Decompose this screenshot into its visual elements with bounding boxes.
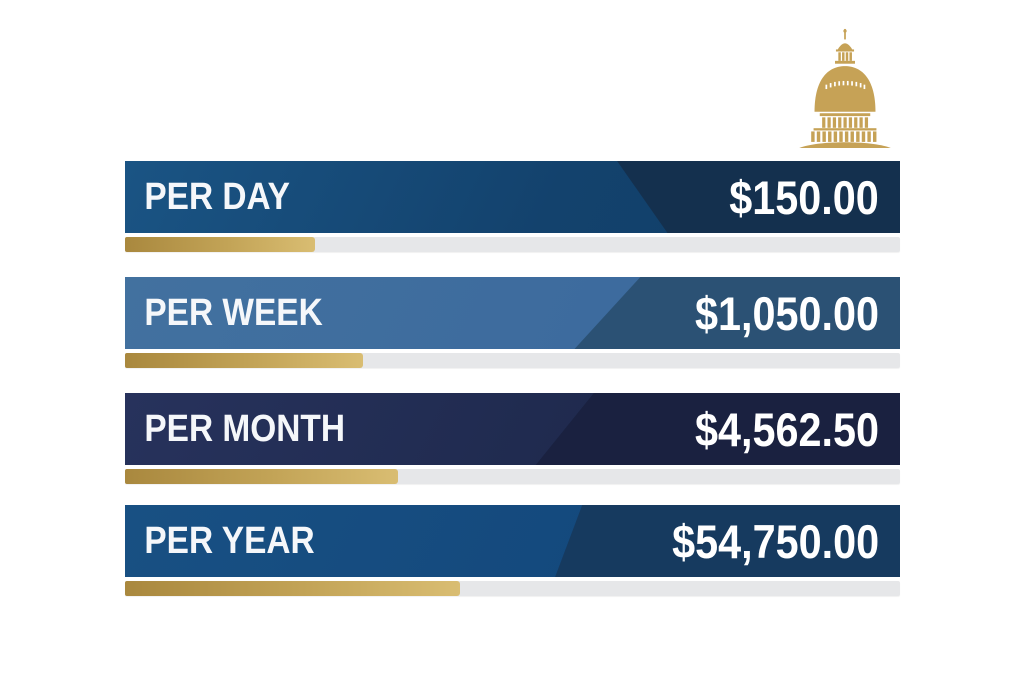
- rate-value: $1,050.00: [694, 286, 879, 340]
- progress-fill: [125, 469, 398, 484]
- rate-value: $4,562.50: [694, 402, 879, 456]
- progress-track: [125, 469, 900, 484]
- rate-row-per-month: PER MONTH $4,562.50: [125, 393, 900, 484]
- rate-label: PER MONTH: [144, 407, 345, 450]
- progress-track: [125, 237, 900, 252]
- rate-row-per-day: PER DAY $150.00: [125, 161, 900, 252]
- rate-label: PER WEEK: [144, 291, 323, 334]
- progress-track: [125, 353, 900, 368]
- progress-fill: [125, 353, 363, 368]
- rate-bar-per-year: PER YEAR $54,750.00: [125, 505, 900, 577]
- rate-bar-per-month: PER MONTH $4,562.50: [125, 393, 900, 465]
- progress-track: [125, 581, 900, 596]
- rate-label: PER DAY: [144, 175, 290, 218]
- rate-value: $54,750.00: [671, 514, 879, 568]
- progress-fill: [125, 581, 460, 596]
- progress-fill: [125, 237, 315, 252]
- rate-value: $150.00: [729, 170, 879, 224]
- rate-row-per-year: PER YEAR $54,750.00: [125, 505, 900, 596]
- rate-bar-per-week: PER WEEK $1,050.00: [125, 277, 900, 349]
- rate-row-per-week: PER WEEK $1,050.00: [125, 277, 900, 368]
- capitol-icon: [799, 28, 891, 148]
- rate-chart: PER DAY $150.00 PER WEEK $1,050.00 PER M…: [125, 161, 900, 596]
- rate-bar-per-day: PER DAY $150.00: [125, 161, 900, 233]
- rate-label: PER YEAR: [144, 519, 315, 562]
